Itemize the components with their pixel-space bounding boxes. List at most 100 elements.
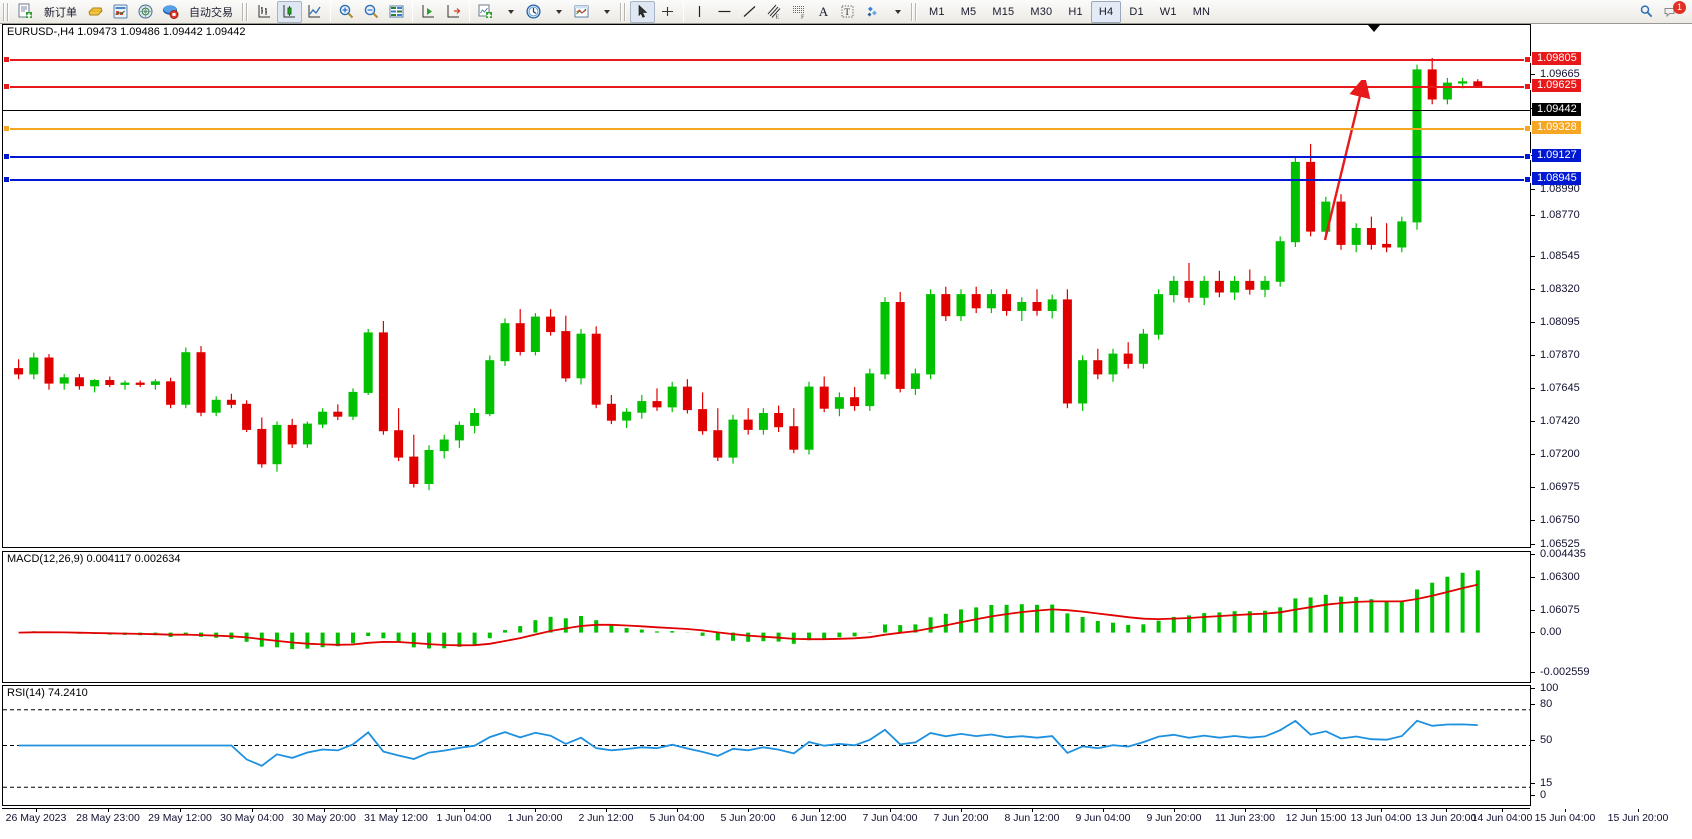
timeframe-m5[interactable]: M5 (960, 5, 977, 18)
level-drag-handle-left[interactable] (3, 125, 10, 132)
level-drag-handle-left[interactable] (3, 176, 10, 183)
price-tick: 1.09665 (1531, 68, 1580, 80)
level-drag-handle-left[interactable] (3, 56, 10, 63)
timeframe-w1[interactable]: W1 (1159, 5, 1177, 18)
price-level-tag[interactable]: 1.09328 (1532, 121, 1581, 134)
price-level-line[interactable] (3, 125, 1531, 132)
price-level-line[interactable] (3, 83, 1531, 90)
objects-dropdown[interactable] (885, 1, 908, 23)
period-button[interactable] (521, 1, 546, 23)
crosshair-button[interactable] (655, 1, 680, 23)
time-tick-mark (1446, 809, 1447, 812)
shift-chart-button[interactable] (416, 1, 441, 23)
navigator-button[interactable] (133, 1, 158, 23)
autotrading-button[interactable] (158, 1, 183, 23)
time-axis-label: 13 Jun 04:00 (1350, 812, 1412, 824)
time-tick-mark (1032, 809, 1033, 812)
toolbar-grip[interactable] (3, 2, 10, 21)
price-tick: 1.06300 (1531, 571, 1580, 583)
text-button[interactable]: A (812, 1, 835, 23)
time-tick-mark (36, 809, 37, 812)
level-drag-handle[interactable] (1524, 56, 1531, 63)
chevron-down-icon-3 (603, 9, 610, 14)
time-tick-mark (1502, 809, 1503, 812)
time-tick-mark (819, 809, 820, 812)
period-dropdown[interactable] (546, 1, 569, 23)
price-tick: 1.07200 (1531, 448, 1580, 460)
price-level-tag[interactable]: 1.09805 (1532, 52, 1581, 65)
price-level-line[interactable] (3, 56, 1531, 63)
time-tick-mark (396, 809, 397, 812)
cursor-button[interactable] (630, 0, 655, 23)
templates-dropdown[interactable] (594, 1, 617, 23)
price-chart-pane[interactable]: EURUSD-,H4 1.09473 1.09486 1.09442 1.094… (2, 24, 1531, 548)
price-level-tag[interactable]: 1.08945 (1532, 172, 1581, 185)
price-level-line[interactable] (3, 176, 1531, 183)
new-chart-dropdown[interactable] (498, 1, 521, 23)
auto-scroll-button[interactable] (441, 1, 466, 23)
time-tick-mark (677, 809, 678, 812)
level-drag-handle[interactable] (1524, 153, 1531, 160)
search-button[interactable] (1634, 1, 1659, 23)
time-tick-mark (1174, 809, 1175, 812)
open-data-folder-button[interactable] (83, 1, 108, 23)
price-level-tag[interactable]: 1.09625 (1532, 79, 1581, 92)
timeframe-m15[interactable]: M15 (992, 5, 1015, 18)
price-scale[interactable]: 1.096651.094421.092151.089901.087701.085… (1530, 24, 1692, 616)
level-drag-handle-left[interactable] (3, 153, 10, 160)
price-level-tag[interactable]: 1.09442 (1532, 103, 1581, 116)
horizontal-line-button[interactable] (712, 1, 737, 23)
new-order-label[interactable]: 新订单 (44, 6, 77, 19)
toolbar-grip-4[interactable] (911, 2, 918, 21)
level-drag-handle[interactable] (1524, 83, 1531, 90)
price-level-line[interactable] (3, 153, 1531, 160)
time-axis-label: 15 Jun 04:00 (1534, 812, 1596, 824)
arrow-annotation[interactable] (1303, 80, 1373, 245)
toolbar-separator-4 (683, 1, 684, 22)
rsi-pane[interactable]: RSI(14) 74.2410 (2, 685, 1530, 806)
trendline-button[interactable] (737, 1, 762, 23)
level-drag-handle-left[interactable] (3, 83, 10, 90)
vertical-line-button[interactable] (687, 1, 712, 23)
timeframe-m1[interactable]: M1 (929, 5, 945, 18)
line-chart-button[interactable] (302, 1, 327, 23)
scale-tick: 50 (1531, 734, 1552, 746)
equidistant-channel-button[interactable]: E (762, 1, 787, 23)
toolbar-separator-1 (330, 1, 331, 22)
new-chart-button[interactable] (473, 1, 498, 23)
notifications-button[interactable]: 1 (1659, 0, 1686, 23)
candlestick-canvas (14, 58, 1483, 491)
timeframe-mn[interactable]: MN (1192, 5, 1211, 18)
zoom-in-button[interactable] (334, 1, 359, 23)
new-chart-icon (478, 4, 492, 18)
toolbar-grip-2[interactable] (242, 2, 249, 21)
clock-icon (526, 4, 541, 19)
fibonacci-button[interactable]: F (787, 1, 812, 23)
templates-button[interactable] (569, 1, 594, 23)
timeframe-h1[interactable]: H1 (1068, 5, 1083, 18)
time-axis[interactable]: 26 May 2023 28 May 23:00 29 May 12:00 30 Ma… (2, 808, 1668, 828)
level-drag-handle[interactable] (1524, 125, 1531, 132)
objects-list-button[interactable] (860, 1, 885, 23)
price-level-tag[interactable]: 1.09127 (1532, 149, 1581, 162)
new-order-button[interactable] (13, 1, 38, 23)
level-drag-handle[interactable] (1524, 176, 1531, 183)
toolbar-grip-3[interactable] (620, 2, 627, 21)
candlestick-chart-button[interactable] (277, 0, 302, 23)
price-level-line[interactable] (3, 110, 1530, 111)
chart-workspace[interactable]: EURUSD-,H4 1.09473 1.09486 1.09442 1.094… (0, 24, 1692, 839)
timeframe-d1[interactable]: D1 (1129, 5, 1144, 18)
bar-chart-button[interactable] (252, 1, 277, 23)
timeframe-m30[interactable]: M30 (1030, 5, 1053, 18)
timeframe-h4[interactable]: H4 (1090, 0, 1122, 23)
chevron-down-icon-4 (894, 9, 901, 14)
price-tick: 1.06075 (1531, 604, 1580, 616)
notification-badge: 1 (1673, 0, 1686, 14)
zoom-out-button[interactable] (359, 1, 384, 23)
time-tick-mark (1245, 809, 1246, 812)
autotrading-label[interactable]: 自动交易 (189, 6, 233, 19)
macd-pane[interactable]: MACD(12,26,9) 0.004117 0.002634 (2, 551, 1530, 683)
market-watch-button[interactable] (108, 1, 133, 23)
text-label-button[interactable]: T (835, 1, 860, 23)
data-window-button[interactable] (384, 1, 409, 23)
